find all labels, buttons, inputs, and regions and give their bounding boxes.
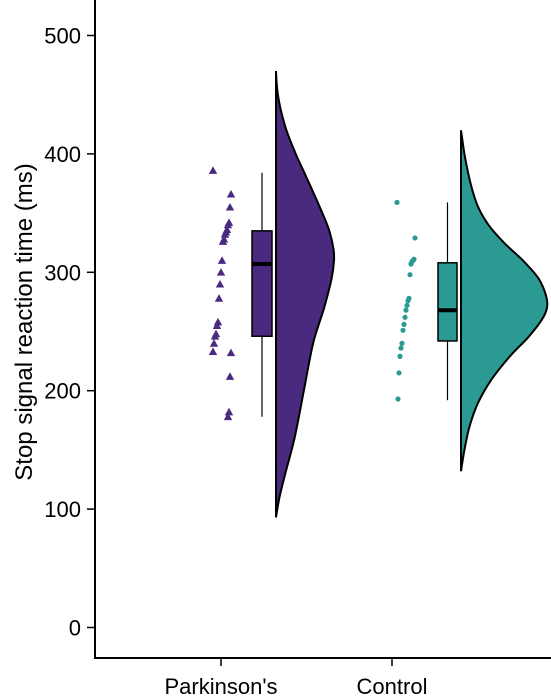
data-point <box>403 307 409 313</box>
data-point <box>215 279 225 288</box>
data-point <box>226 189 236 198</box>
data-point <box>398 345 404 351</box>
y-ticks: 0 100 200 300 400 500 <box>44 24 95 641</box>
data-point <box>223 412 233 421</box>
y-tick-label: 500 <box>44 24 81 49</box>
y-tick-label: 400 <box>44 142 81 167</box>
data-point <box>396 370 402 376</box>
data-point <box>208 166 218 174</box>
x-tick-label: Parkinson's <box>164 674 277 699</box>
box-iqr <box>437 262 458 342</box>
data-point <box>225 372 235 380</box>
data-point <box>220 230 230 238</box>
data-point <box>401 321 407 327</box>
data-point <box>217 256 227 264</box>
axis-lines <box>94 0 551 659</box>
y-tick-label: 0 <box>69 616 81 641</box>
density-half-violin <box>460 130 549 472</box>
groups: Parkinson's Control <box>164 70 549 699</box>
data-point <box>408 261 414 267</box>
data-point <box>407 272 413 278</box>
data-point <box>394 199 400 206</box>
data-point <box>208 347 218 355</box>
data-point <box>225 202 235 211</box>
data-point <box>223 220 233 229</box>
data-point <box>210 332 220 340</box>
box-iqr <box>251 230 273 337</box>
y-tick-label: 200 <box>44 379 81 404</box>
y-axis-label: Stop signal reaction time (ms) <box>11 163 38 480</box>
data-point <box>405 298 411 304</box>
data-point <box>224 407 234 416</box>
data-point <box>212 321 222 329</box>
x-tick-label: Control <box>357 674 428 699</box>
group-control: Control <box>357 130 549 699</box>
data-point <box>402 314 408 320</box>
data-point <box>400 327 406 333</box>
group-parkinsons: Parkinson's <box>164 70 336 699</box>
data-point <box>395 396 401 402</box>
y-tick-label: 100 <box>44 497 81 522</box>
data-point <box>214 294 224 302</box>
axes <box>94 0 551 659</box>
density-half-violin <box>275 70 336 518</box>
data-point <box>404 302 410 309</box>
data-point <box>397 353 403 359</box>
data-point <box>399 340 405 346</box>
data-point <box>209 339 219 347</box>
data-point <box>226 348 236 357</box>
data-point <box>216 268 226 276</box>
data-point <box>412 235 418 241</box>
data-point <box>218 237 228 245</box>
y-tick-label: 300 <box>44 260 81 285</box>
